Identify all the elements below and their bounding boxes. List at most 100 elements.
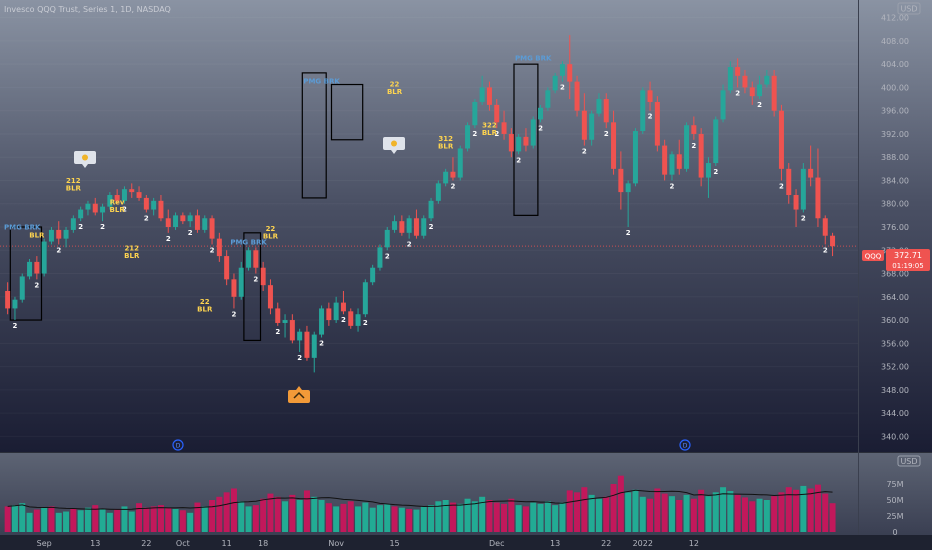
volume-bar bbox=[661, 493, 668, 532]
candle-body bbox=[129, 189, 135, 193]
volume-bar bbox=[355, 506, 362, 532]
candle-body bbox=[297, 331, 303, 341]
candle-body bbox=[392, 221, 398, 230]
volume-bar bbox=[406, 508, 413, 532]
volume-bar bbox=[800, 485, 807, 532]
volume-currency-badge[interactable]: USD bbox=[897, 455, 921, 467]
candle-count-label: 2 bbox=[385, 252, 390, 260]
candle-count-label: 2 bbox=[253, 276, 258, 284]
price-tick-label: 352.00 bbox=[881, 363, 909, 372]
volume-bar bbox=[143, 507, 150, 532]
volume-bar bbox=[347, 501, 354, 532]
volume-bar bbox=[63, 511, 70, 532]
candle-body bbox=[720, 90, 726, 120]
candle-count-label: 2 bbox=[451, 182, 456, 190]
volume-bar bbox=[698, 489, 705, 532]
candle-body bbox=[282, 320, 288, 323]
pattern-label: PMG BRK bbox=[230, 238, 267, 246]
candle-body bbox=[304, 331, 310, 358]
pattern-label: BLR bbox=[110, 206, 126, 214]
candle-body bbox=[830, 235, 836, 247]
candle-count-label: 2 bbox=[56, 246, 61, 254]
volume-bar bbox=[654, 488, 661, 532]
dividend-marker-icon[interactable]: D bbox=[172, 439, 184, 451]
volume-bar bbox=[442, 500, 449, 532]
candle-body bbox=[516, 136, 522, 152]
volume-bar bbox=[778, 492, 785, 532]
candle-body bbox=[778, 110, 784, 169]
candle-count-label: 2 bbox=[472, 130, 477, 138]
volume-bar bbox=[822, 493, 829, 532]
volume-bar bbox=[187, 512, 194, 532]
candle-body bbox=[589, 113, 595, 140]
candle-count-label: 2 bbox=[407, 241, 412, 249]
volume-bar bbox=[566, 490, 573, 532]
pin-icon[interactable] bbox=[383, 137, 405, 154]
currency-badge[interactable]: USD bbox=[897, 2, 921, 15]
price-tick-label: 360.00 bbox=[881, 316, 909, 325]
volume-bar bbox=[55, 512, 62, 532]
candle-body bbox=[559, 64, 565, 76]
volume-bar bbox=[260, 498, 267, 532]
candle-body bbox=[100, 206, 106, 213]
candle-body bbox=[5, 290, 11, 309]
pattern-label: 212 bbox=[66, 177, 81, 185]
candle-body bbox=[705, 163, 711, 178]
candle-count-label: 2 bbox=[144, 214, 149, 222]
time-tick-label: 22 bbox=[601, 539, 611, 548]
breakout-box bbox=[513, 63, 539, 216]
candle-body bbox=[676, 154, 682, 169]
candle-count-label: 2 bbox=[429, 223, 434, 231]
dividend-marker-icon[interactable]: D bbox=[679, 439, 691, 451]
candle-body bbox=[78, 209, 84, 219]
volume-bar bbox=[340, 503, 347, 532]
candle-body bbox=[275, 308, 281, 323]
volume-bar bbox=[318, 500, 325, 532]
price-tick-label: 388.00 bbox=[881, 153, 909, 162]
candle-body bbox=[501, 122, 507, 134]
candle-count-label: 2 bbox=[713, 168, 718, 176]
volume-bar bbox=[267, 493, 274, 532]
volume-bar bbox=[647, 498, 654, 532]
volume-bar bbox=[603, 496, 610, 532]
candle-count-label: 2 bbox=[100, 223, 105, 231]
volume-bar bbox=[479, 496, 486, 532]
pin-icon[interactable] bbox=[74, 151, 96, 168]
volume-bar bbox=[683, 494, 690, 532]
candle-count-label: 2 bbox=[363, 319, 368, 327]
volume-bar bbox=[11, 505, 18, 532]
candle-count-label: 2 bbox=[297, 354, 302, 362]
volume-bar bbox=[114, 509, 121, 532]
volume-bar bbox=[33, 509, 40, 532]
candle-count-label: 2 bbox=[560, 84, 565, 92]
candle-body bbox=[63, 229, 69, 239]
candle-count-label: 2 bbox=[78, 223, 83, 231]
time-tick-label: 13 bbox=[550, 539, 560, 548]
volume-bar bbox=[727, 491, 734, 532]
candle-count-label: 2 bbox=[13, 322, 18, 330]
candle-body bbox=[662, 145, 668, 175]
candle-body bbox=[574, 81, 580, 111]
candle-body bbox=[92, 203, 98, 213]
earnings-flag-icon[interactable] bbox=[288, 386, 310, 403]
candle-body bbox=[771, 75, 777, 111]
candle-body bbox=[187, 215, 193, 222]
time-tick-label: Dec bbox=[489, 539, 504, 548]
candle-body bbox=[114, 195, 120, 201]
volume-bar bbox=[4, 506, 11, 532]
volume-bar bbox=[829, 503, 836, 532]
candle-body bbox=[180, 215, 186, 222]
breakout-box bbox=[301, 72, 327, 199]
candle-body bbox=[231, 279, 237, 297]
candle-body bbox=[698, 133, 704, 178]
candle-body bbox=[428, 200, 434, 219]
candle-body bbox=[545, 90, 551, 108]
price-tick-label: 344.00 bbox=[881, 409, 909, 418]
volume-bar bbox=[420, 506, 427, 532]
candle-body bbox=[136, 192, 142, 198]
volume-bar bbox=[325, 503, 332, 532]
candle-body bbox=[238, 267, 244, 297]
candle-body bbox=[508, 133, 514, 152]
candle-body bbox=[289, 320, 295, 341]
